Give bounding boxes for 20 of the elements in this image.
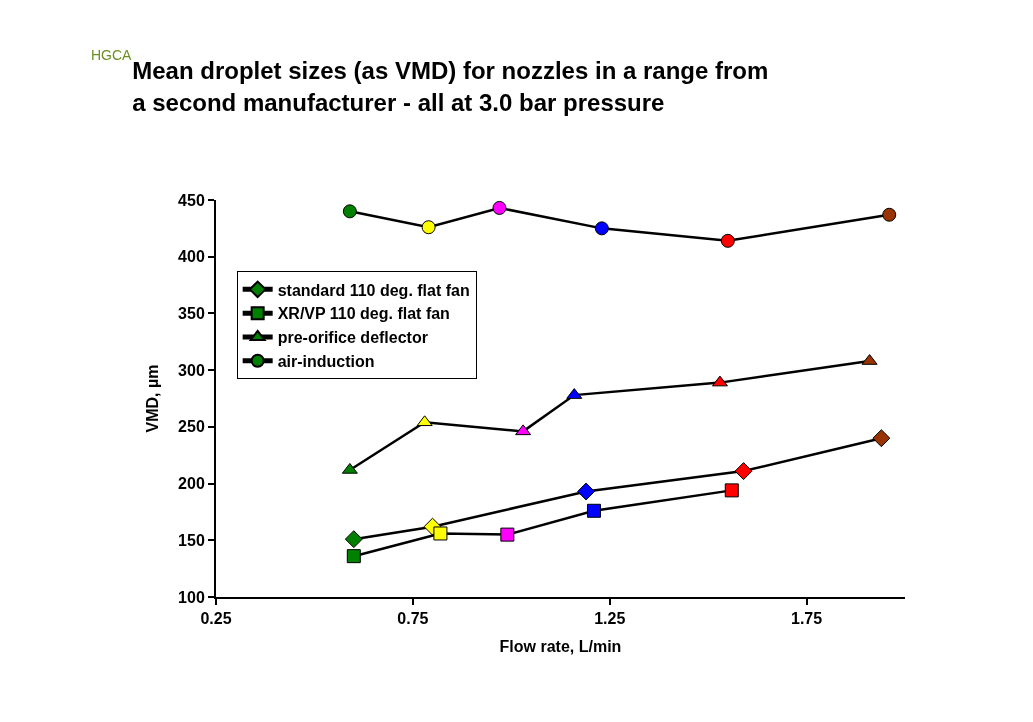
legend-label: standard 110 deg. flat fan — [277, 281, 470, 299]
x-tick-label: 1.75 — [791, 610, 823, 628]
x-axis-title: Flow rate, L/min — [499, 638, 622, 656]
legend-label: pre-orifice deflector — [277, 329, 428, 347]
x-tick-label: 0.25 — [200, 610, 232, 628]
y-tick-label: 200 — [178, 475, 205, 493]
y-axis-title: VMD, µm — [144, 364, 162, 433]
y-tick-label: 350 — [178, 305, 205, 323]
y-tick-label: 250 — [178, 418, 205, 436]
y-tick-label: 450 — [178, 191, 205, 209]
x-tick-label: 0.75 — [397, 610, 429, 628]
legend-label: air-induction — [277, 353, 375, 370]
y-tick-label: 400 — [178, 248, 205, 266]
y-tick-label: 150 — [178, 531, 205, 549]
y-tick-label: 100 — [178, 588, 205, 606]
chart-title: Mean droplet sizes (as VMD) for nozzles in a range from a second manufacturer - all at 3.0 bar pressure — [132, 57, 769, 116]
legend-label: XR/VP 110 deg. flat fan — [277, 305, 450, 323]
x-tick-label: 1.25 — [594, 610, 626, 628]
text: HGCA — [91, 47, 133, 63]
y-tick-label: 300 — [178, 361, 205, 379]
